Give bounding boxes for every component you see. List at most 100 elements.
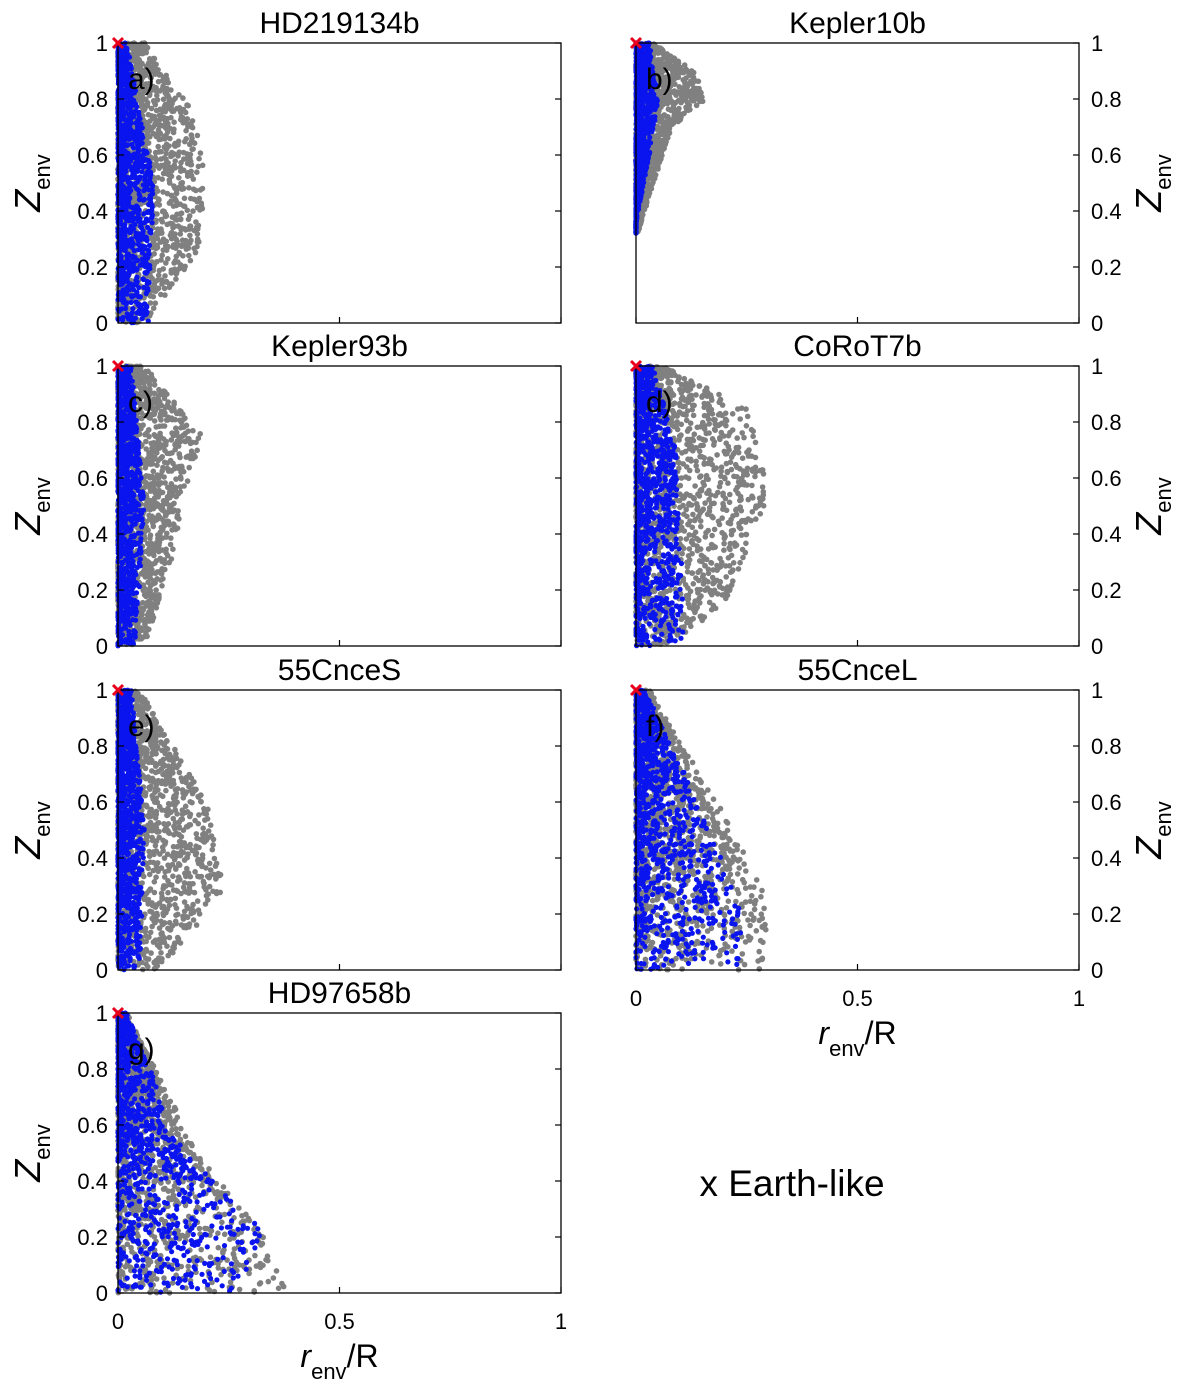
blue-samples-point xyxy=(119,124,124,129)
grey-samples-point xyxy=(191,246,197,252)
blue-samples-point xyxy=(125,196,130,201)
blue-samples-point xyxy=(654,99,659,104)
blue-samples-point xyxy=(126,180,131,185)
blue-samples-point xyxy=(647,48,652,53)
grey-samples-point xyxy=(181,186,187,192)
grey-samples-point xyxy=(644,198,650,204)
blue-samples-point xyxy=(141,157,146,162)
blue-samples-point xyxy=(132,183,137,188)
grey-samples-point xyxy=(196,164,202,170)
y-axis-label: Zenv xyxy=(7,154,55,212)
grey-samples-point xyxy=(146,112,152,118)
blue-samples-point xyxy=(124,218,129,223)
grey-samples-point xyxy=(166,143,172,149)
grey-samples-point xyxy=(653,163,659,169)
grey-samples-point xyxy=(182,196,188,202)
grey-samples-point xyxy=(160,208,166,214)
blue-samples-point xyxy=(120,232,125,237)
grey-samples-point xyxy=(151,305,157,311)
grey-samples-point xyxy=(171,130,177,136)
blue-samples-point xyxy=(129,293,134,298)
grey-samples-point xyxy=(661,146,667,152)
grey-samples-point xyxy=(169,193,175,199)
grey-samples-point xyxy=(154,211,160,217)
blue-samples-point xyxy=(123,243,128,248)
blue-samples-point xyxy=(136,122,141,127)
blue-samples-point xyxy=(129,315,134,320)
grey-samples-point xyxy=(163,126,169,132)
grey-samples-point xyxy=(649,182,655,188)
grey-samples-point xyxy=(176,92,182,98)
blue-samples-point xyxy=(142,197,147,202)
grey-samples-point xyxy=(195,199,201,205)
blue-samples-point xyxy=(145,225,150,230)
blue-samples-point xyxy=(634,209,639,214)
panel-label: a) xyxy=(128,63,155,96)
grey-samples-point xyxy=(177,251,183,257)
blue-samples-point xyxy=(137,116,142,121)
grey-samples-point xyxy=(159,176,165,182)
blue-samples-point xyxy=(116,198,121,203)
grey-samples-point xyxy=(652,171,658,177)
grey-samples-point xyxy=(145,131,151,137)
blue-samples-point xyxy=(116,132,121,137)
grey-samples-point xyxy=(161,236,167,242)
grey-samples-point xyxy=(173,216,179,222)
blue-samples-point xyxy=(124,302,129,307)
grey-samples-point xyxy=(158,114,164,120)
grey-samples-point xyxy=(167,136,173,142)
grey-samples-point xyxy=(683,75,689,81)
grey-samples-point xyxy=(666,106,672,112)
grey-samples-point xyxy=(186,217,192,223)
grey-samples-point xyxy=(183,136,189,142)
blue-samples-point xyxy=(639,158,644,163)
blue-samples-point xyxy=(119,317,124,322)
blue-samples-point xyxy=(131,100,136,105)
blue-samples-point xyxy=(147,243,152,248)
grey-samples-point xyxy=(196,156,202,162)
grey-samples-point xyxy=(181,168,187,174)
blue-samples-point xyxy=(637,110,642,115)
grey-samples-point xyxy=(182,264,188,270)
grey-samples-point xyxy=(661,139,667,145)
grey-samples-point xyxy=(177,105,183,111)
grey-samples-point xyxy=(153,155,159,161)
grey-samples-point xyxy=(158,131,164,137)
blue-samples-point xyxy=(130,310,135,315)
grey-samples-point xyxy=(683,105,689,111)
grey-samples-point xyxy=(188,196,194,202)
blue-samples-point xyxy=(141,165,146,170)
blue-samples-point xyxy=(647,135,652,140)
blue-samples-point xyxy=(640,139,645,144)
blue-samples-point xyxy=(135,279,140,284)
blue-samples-point xyxy=(131,287,136,292)
grey-samples-point xyxy=(195,133,201,139)
grey-samples-point xyxy=(185,208,191,214)
blue-samples-point xyxy=(648,124,653,129)
grey-samples-point xyxy=(158,149,164,155)
blue-samples-point xyxy=(129,236,134,241)
grey-samples-point xyxy=(193,219,199,225)
grey-samples-point xyxy=(158,228,164,234)
panel-label: b) xyxy=(646,63,673,96)
blue-samples-point xyxy=(146,163,151,168)
grey-samples-point xyxy=(176,149,182,155)
grey-samples-point xyxy=(173,276,179,282)
grey-samples-point xyxy=(171,260,177,266)
blue-samples-point xyxy=(641,177,646,182)
panel-title: HD219134b xyxy=(259,7,419,40)
y-tick-label: 0.8 xyxy=(77,87,108,112)
blue-samples-point xyxy=(634,93,639,98)
grey-samples-point xyxy=(165,80,171,86)
grey-samples-point xyxy=(186,226,192,232)
blue-samples-point xyxy=(121,175,126,180)
grey-samples-point xyxy=(173,236,179,242)
grey-samples-point xyxy=(189,123,195,129)
grey-samples-point xyxy=(186,253,192,259)
grey-samples-point xyxy=(187,233,193,239)
grey-samples-point xyxy=(162,273,168,279)
grey-samples-point xyxy=(663,95,669,101)
blue-samples-point xyxy=(137,197,142,202)
grey-samples-point xyxy=(661,113,667,119)
blue-samples-point xyxy=(131,165,136,170)
